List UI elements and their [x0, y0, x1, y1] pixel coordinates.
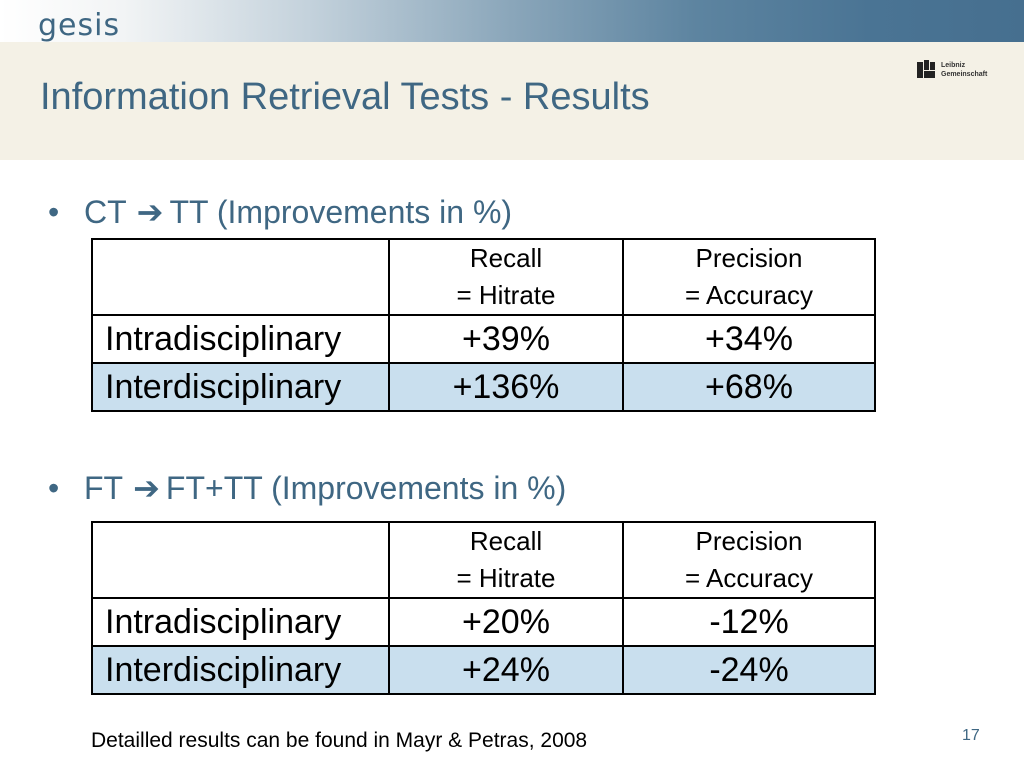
leibniz-wordmark: Leibniz Gemeinschaft	[941, 61, 987, 79]
slide-title: Information Retrieval Tests - Results	[40, 76, 650, 118]
row-label: Interdisciplinary	[91, 362, 390, 412]
section-2-heading: • FT ➔ FT+TT (Improvements in %)	[48, 469, 566, 507]
header-precision-line-1: Precision	[695, 243, 803, 273]
header-recall-line-1: Recall	[469, 526, 543, 556]
row-label: Intradisciplinary	[91, 597, 390, 647]
table-row: Intradisciplinary +20% -12%	[91, 597, 876, 647]
table-row: Interdisciplinary +136% +68%	[91, 362, 876, 412]
table-row: Intradisciplinary +39% +34%	[91, 314, 876, 364]
precision-value: -24%	[622, 645, 876, 695]
row-label: Interdisciplinary	[91, 645, 390, 695]
header-cell-precision: Precision = Accuracy	[622, 521, 876, 599]
results-table-1: Recall = Hitrate Precision = Accuracy In…	[91, 238, 876, 412]
bullet-point: •	[48, 470, 60, 506]
row-label: Intradisciplinary	[91, 314, 390, 364]
table-header-row: Recall = Hitrate Precision = Accuracy	[91, 521, 876, 599]
header-precision-line-2: = Accuracy	[685, 563, 813, 593]
bullet-point: •	[48, 194, 60, 230]
header-cell-empty	[91, 521, 390, 599]
leibniz-logo: Leibniz Gemeinschaft	[917, 60, 997, 84]
section-2-to: FT+TT	[165, 470, 263, 506]
recall-value: +20%	[388, 597, 624, 647]
precision-value: -12%	[622, 597, 876, 647]
header-cell-recall: Recall = Hitrate	[388, 521, 624, 599]
header-recall-line-1: Recall	[469, 243, 543, 273]
leibniz-mark-icon	[917, 60, 935, 78]
header-cell-empty	[91, 238, 390, 316]
section-1-from: CT	[84, 194, 127, 230]
header-recall-line-2: = Hitrate	[456, 563, 556, 593]
recall-value: +24%	[388, 645, 624, 695]
precision-value: +68%	[622, 362, 876, 412]
arrow-right-icon: ➔	[133, 470, 160, 506]
page-number: 17	[962, 727, 980, 744]
header-precision-line-1: Precision	[695, 526, 803, 556]
section-1-heading: • CT ➔ TT (Improvements in %)	[48, 193, 512, 231]
header-recall-line-2: = Hitrate	[456, 280, 556, 310]
header-gradient-band	[0, 0, 1024, 42]
footnote: Detailled results can be found in Mayr &…	[91, 729, 588, 752]
table-row: Interdisciplinary +24% -24%	[91, 645, 876, 695]
table-header-row: Recall = Hitrate Precision = Accuracy	[91, 238, 876, 316]
section-2-from: FT	[84, 470, 124, 506]
slide-header: gesis Information Retrieval Tests - Resu…	[0, 0, 1024, 160]
leibniz-line-1: Leibniz	[941, 62, 966, 69]
header-precision-line-2: = Accuracy	[685, 280, 813, 310]
precision-value: +34%	[622, 314, 876, 364]
header-cell-recall: Recall = Hitrate	[388, 238, 624, 316]
section-1-to: TT	[169, 194, 208, 230]
header-cell-precision: Precision = Accuracy	[622, 238, 876, 316]
arrow-right-icon: ➔	[136, 194, 164, 230]
section-1-note: (Improvements in %)	[216, 194, 513, 230]
leibniz-line-2: Gemeinschaft	[941, 71, 988, 78]
recall-value: +39%	[388, 314, 624, 364]
gesis-logo: gesis	[38, 8, 121, 43]
results-table-2: Recall = Hitrate Precision = Accuracy In…	[91, 521, 876, 695]
recall-value: +136%	[388, 362, 624, 412]
section-2-note: (Improvements in %)	[271, 470, 567, 506]
